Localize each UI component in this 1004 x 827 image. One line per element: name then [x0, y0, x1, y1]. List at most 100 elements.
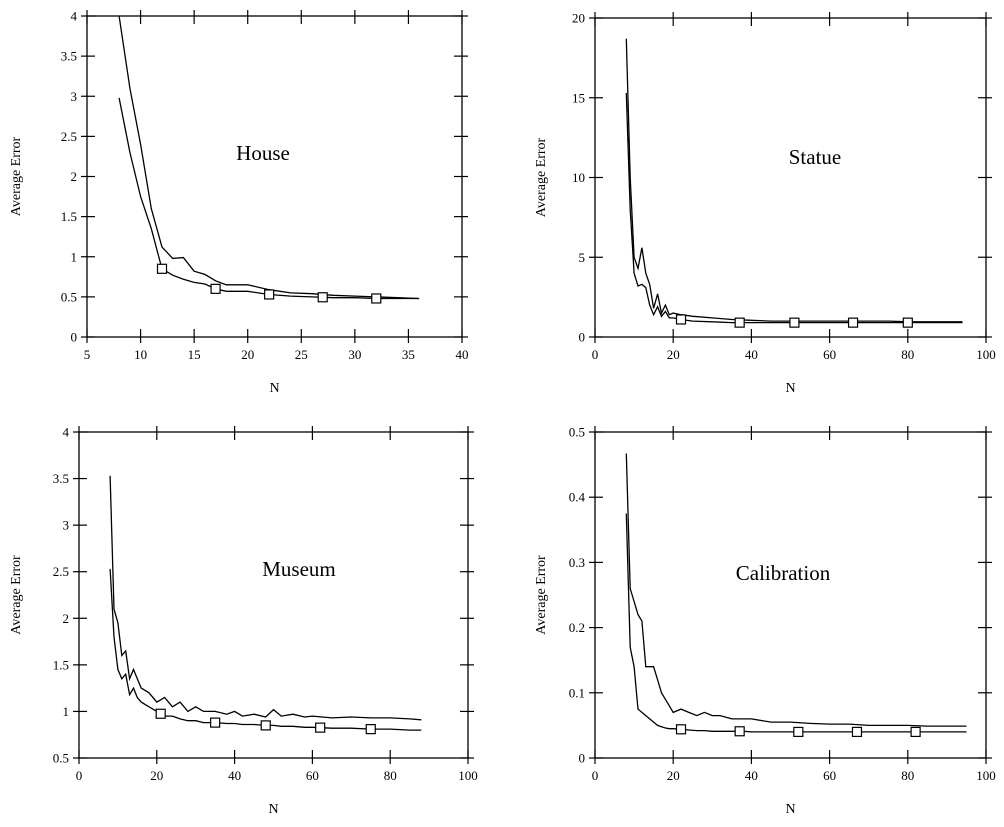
y-tick-label: 0 — [579, 330, 586, 345]
y-tick-label: 0.4 — [569, 490, 586, 505]
x-tick-label: 20 — [150, 768, 163, 783]
x-tick-label: 20 — [241, 347, 254, 362]
y-tick-label: 2 — [71, 169, 78, 184]
series-marker — [675, 314, 687, 325]
x-tick: 60 — [306, 426, 319, 783]
x-axis-label: N — [785, 802, 795, 817]
x-tick: 0 — [76, 426, 82, 783]
x-axis-label: N — [785, 381, 795, 396]
series-line — [625, 92, 963, 324]
x-tick: 80 — [384, 426, 397, 783]
series-line — [625, 513, 967, 733]
plot-frame — [78, 431, 469, 759]
x-tick-label: 40 — [745, 768, 758, 783]
series-marker — [734, 317, 745, 328]
y-tick: 0.3 — [569, 555, 992, 570]
series-marker — [365, 724, 376, 735]
series-line — [118, 16, 420, 300]
y-tick-label: 1.5 — [53, 657, 69, 672]
x-tick: 25 — [295, 10, 308, 362]
x-tick-label: 100 — [976, 768, 996, 783]
y-tick-label: 1 — [71, 249, 78, 264]
y-tick: 3 — [63, 518, 474, 533]
y-tick: 5 — [579, 250, 992, 265]
y-tick-label: 15 — [572, 90, 585, 105]
series-marker — [210, 283, 221, 294]
y-tick: 0.4 — [569, 490, 992, 505]
y-tick-label: 4 — [63, 425, 70, 440]
y-axis-label: Average Error — [9, 555, 24, 635]
chart-house: 5 10 15 20 25 30 35 40 0 0.5 1 1.5 2 2.5 3 3.5 4 N Average… — [9, 9, 469, 397]
y-tick-label: 0 — [71, 330, 78, 345]
series-marker — [260, 720, 271, 731]
series-marker — [734, 726, 745, 737]
x-tick-label: 5 — [84, 347, 91, 362]
y-tick: 0 — [579, 330, 992, 345]
y-tick-label: 3.5 — [53, 471, 69, 486]
series-marker — [371, 293, 382, 304]
y-axis-label: Average Error — [534, 555, 549, 635]
series-line — [625, 453, 967, 727]
y-tick-label: 2 — [63, 611, 70, 626]
x-tick: 100 — [976, 12, 996, 362]
y-tick: 1.5 — [53, 657, 474, 672]
x-tick-label: 60 — [823, 347, 836, 362]
x-tick-label: 40 — [456, 347, 469, 362]
x-tick: 35 — [402, 10, 415, 362]
x-tick-label: 35 — [402, 347, 415, 362]
y-tick-label: 0.5 — [569, 425, 585, 440]
y-tick: 0 — [71, 330, 468, 345]
y-tick: 1 — [71, 249, 468, 264]
y-tick: 0 — [579, 751, 992, 766]
chart-title: Museum — [262, 557, 336, 581]
x-tick: 40 — [456, 10, 469, 362]
series-line — [625, 38, 963, 323]
x-tick: 40 — [745, 12, 758, 362]
y-tick: 2.5 — [53, 564, 474, 579]
y-tick: 0.1 — [569, 685, 992, 700]
series-marker — [675, 724, 687, 735]
series-marker — [155, 708, 166, 719]
y-tick-label: 1 — [63, 704, 70, 719]
y-tick-label: 0.5 — [53, 751, 69, 766]
x-tick-label: 15 — [188, 347, 201, 362]
y-tick-label: 3 — [63, 518, 70, 533]
series-marker — [910, 726, 921, 738]
series-marker — [847, 317, 859, 328]
x-tick: 40 — [228, 426, 241, 783]
x-tick: 80 — [901, 426, 914, 783]
x-tick: 15 — [188, 10, 201, 362]
x-tick: 0 — [592, 426, 598, 783]
y-tick-label: 0.2 — [569, 620, 585, 635]
y-tick: 20 — [572, 11, 992, 26]
y-tick-label: 3 — [71, 89, 78, 104]
series-line — [118, 97, 420, 300]
x-tick: 0 — [592, 12, 598, 362]
x-tick: 20 — [667, 12, 680, 362]
y-tick: 10 — [572, 170, 992, 185]
y-tick: 1.5 — [61, 209, 468, 224]
x-tick-label: 20 — [667, 347, 680, 362]
x-tick: 80 — [901, 12, 914, 362]
x-tick-label: 25 — [295, 347, 308, 362]
series-marker — [210, 717, 221, 728]
y-tick: 1 — [63, 704, 474, 719]
y-tick: 15 — [572, 90, 992, 105]
y-tick-label: 0.3 — [569, 555, 585, 570]
y-tick-label: 2.5 — [61, 129, 77, 144]
x-tick: 10 — [134, 10, 147, 362]
series-marker — [156, 263, 168, 274]
x-tick-label: 80 — [384, 768, 397, 783]
y-axis-label: Average Error — [9, 136, 24, 216]
x-tick-label: 40 — [228, 768, 241, 783]
plot-frame — [594, 17, 987, 338]
x-tick-label: 30 — [348, 347, 361, 362]
plot-frame — [86, 15, 463, 338]
y-tick: 0.2 — [569, 620, 992, 635]
y-tick: 4 — [71, 9, 468, 24]
y-tick: 0.5 — [53, 751, 474, 766]
y-tick-label: 2.5 — [53, 564, 69, 579]
series-marker — [902, 317, 913, 328]
x-tick: 30 — [348, 10, 361, 362]
